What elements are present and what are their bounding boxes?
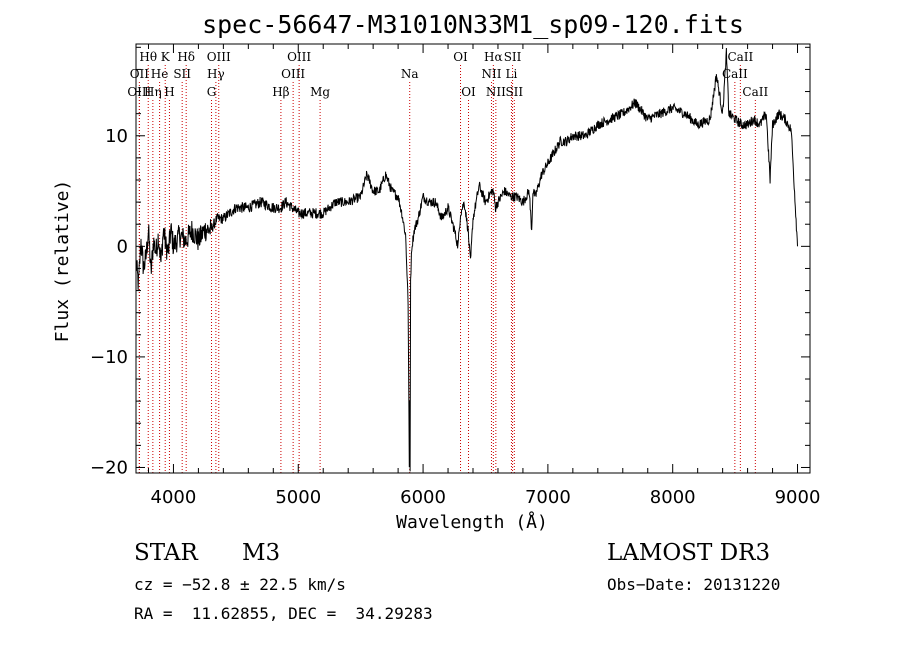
spectral-line-label: CaII [742,85,768,99]
spectral-line-label: SII [505,85,523,99]
spectral-line-label: Hθ [139,50,157,64]
x-tick-label: 9000 [775,487,821,508]
redshift-cz: cz = −52.8 ± 22.5 km/s [134,575,346,594]
y-tick-label: −20 [90,457,128,478]
spectral-line-label: Hη [144,85,162,99]
object-subclass: M3 [242,540,281,566]
y-tick-label: 0 [117,236,128,257]
y-tick-label: −10 [90,347,128,368]
x-tick-label: 8000 [650,487,696,508]
spectrum-series [135,47,798,472]
spectral-line-label: OIII [207,50,231,64]
spectral-line-label: K [161,50,171,64]
y-axis-label: Flux (relative) [52,180,73,343]
spectral-line-label: Mg [310,85,330,99]
spectral-line-label: NII [486,85,506,99]
spectral-line-label: Hα [484,50,503,64]
spectral-line-label: CaII [722,67,748,81]
spectral-line-label: He [151,67,169,81]
y-tick-label: 10 [105,126,128,147]
x-axis-label: Wavelength (Å) [396,511,548,533]
spectral-line-label: SII [504,50,522,64]
spectral-line-label: Hδ [177,50,195,64]
spectral-line-label: OI [453,50,468,64]
spectral-line-label: OIII [287,50,311,64]
chart-title: spec-56647-M31010N33M1_sp09-120.fits [202,10,744,39]
spectral-line-label: NII [481,67,501,81]
spectral-line-label: OII [130,67,150,81]
survey-name: LAMOST DR3 [607,540,771,566]
coordinates: RA = 11.62855, DEC = 34.29283 [134,604,433,623]
spectral-line-label: SII [173,67,191,81]
object-class: STAR [134,540,198,566]
spectral-line-label: Li [506,67,518,81]
x-tick-label: 4000 [151,487,197,508]
obs-date: Obs−Date: 20131220 [607,575,781,594]
x-tick-label: 6000 [400,487,446,508]
spectral-line-label: Hβ [272,85,289,99]
x-tick-label: 5000 [275,487,321,508]
spectral-line-label: H [164,85,174,99]
axes: 4000 5000 6000 7000 8000 9000 −20 −10 0 10 [90,44,820,508]
spectral-line-label: G [207,85,217,99]
plot-frame [135,43,811,474]
spectrum-line [135,47,798,472]
spectral-line-label: Hγ [207,67,225,81]
x-tick-label: 7000 [525,487,571,508]
spectral-line-label: OIII [281,67,305,81]
spectral-line-label: OI [461,85,476,99]
spectral-line-label: Na [401,67,419,81]
spectral-line-label: CaII [727,50,753,64]
